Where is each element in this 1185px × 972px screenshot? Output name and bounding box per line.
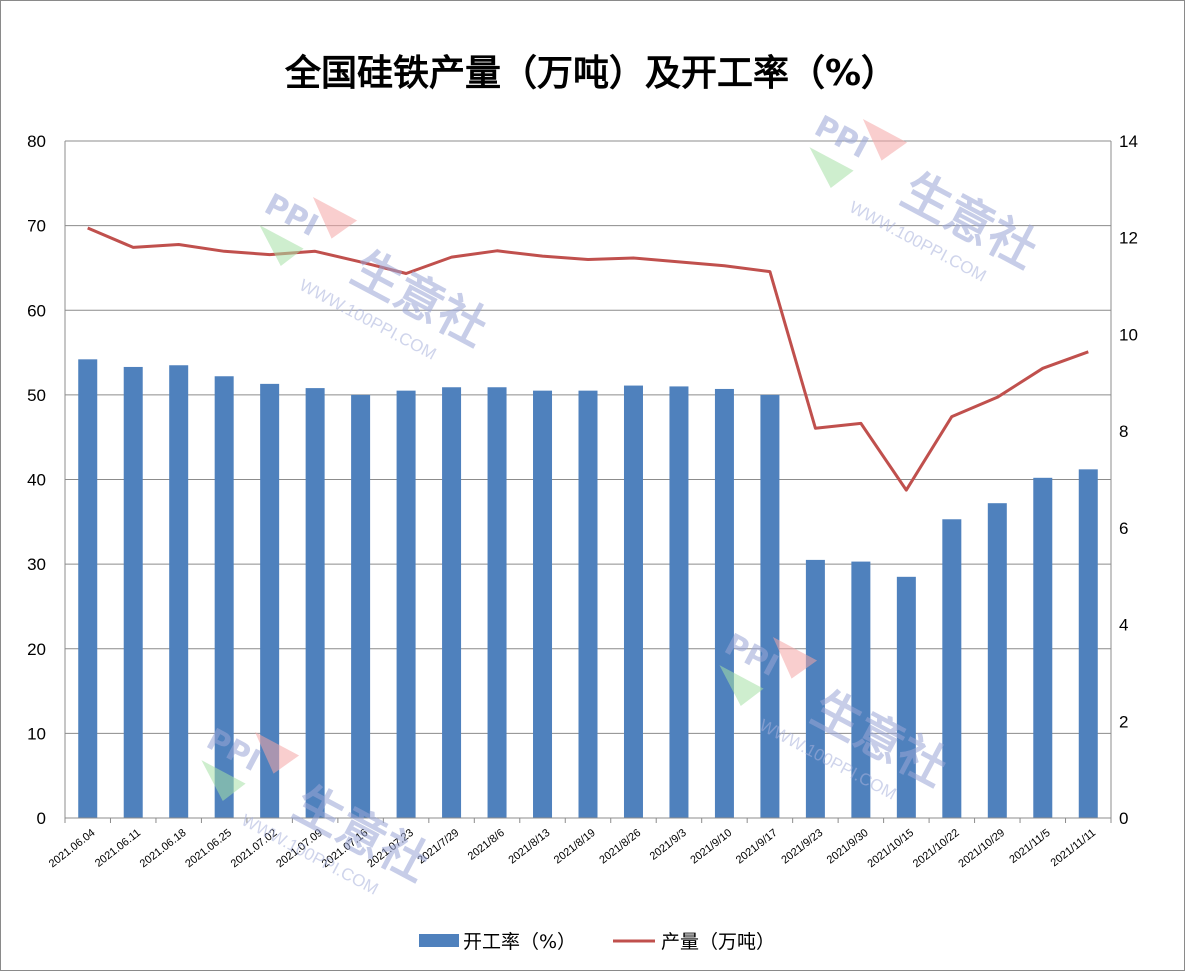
y-right-tick-label: 10 [1119, 325, 1138, 344]
bar [396, 390, 416, 818]
x-tick-label: 2021/10/15 [865, 827, 916, 870]
x-tick-label: 2021/9/3 [648, 827, 689, 863]
y-left-tick-label: 70 [27, 217, 46, 236]
watermark-logo-red [772, 636, 818, 679]
y-right-tick-label: 0 [1119, 809, 1128, 828]
watermark-logo-red [862, 118, 908, 161]
y-left-tick-label: 20 [27, 640, 46, 659]
x-tick-label: 2021/8/26 [597, 827, 643, 867]
y-right-tick-label: 2 [1119, 712, 1128, 731]
bar [123, 366, 143, 818]
x-tick-label: 2021/8/6 [466, 827, 507, 863]
x-tick-label: 2021.06.11 [93, 827, 143, 870]
x-tick-label: 2021.06.18 [138, 827, 189, 870]
production-line [87, 226, 1089, 492]
x-tick-label: 2021/9/30 [825, 827, 871, 867]
line-series [87, 226, 1089, 492]
y-right-tick-label: 8 [1119, 422, 1128, 441]
y-right-tick-label: 12 [1119, 229, 1138, 248]
watermark-logo-green [719, 665, 764, 706]
bar [714, 388, 734, 818]
bar [851, 561, 871, 818]
legend-bar-label: 开工率（%） [463, 931, 576, 953]
watermark-logo-green [201, 760, 246, 801]
watermark-logo-green [259, 225, 304, 266]
x-tick-label: 2021/10/29 [956, 827, 1007, 870]
x-tick-label: 2021/9/10 [688, 827, 734, 867]
bar [533, 390, 553, 818]
bar [78, 359, 98, 818]
axes [64, 141, 1112, 823]
bar [942, 519, 962, 818]
watermark-logo-green [809, 147, 854, 188]
bar [442, 387, 462, 818]
y-left-tick-label: 10 [27, 724, 46, 743]
bar [305, 388, 325, 818]
chart-title: 全国硅铁产量（万吨）及开工率（%） [284, 52, 897, 94]
bar-series [78, 359, 1098, 818]
bar [1033, 477, 1053, 818]
bar [987, 503, 1007, 818]
y-left-tick-label: 30 [27, 555, 46, 574]
watermark-logo-red [254, 731, 300, 774]
x-tick-label: 2021.06.04 [47, 827, 98, 870]
x-tick-label: 2021/11/5 [1007, 827, 1052, 866]
y-left-tick-label: 0 [37, 809, 46, 828]
bar [578, 390, 598, 818]
bar [623, 385, 643, 818]
x-tick-label: 2021/11/11 [1049, 827, 1098, 869]
bar [669, 386, 689, 818]
bar [896, 576, 916, 818]
y-right-tick-label: 6 [1119, 519, 1128, 538]
y-left-tick-label: 60 [27, 301, 46, 320]
x-tick-label: 2021/9/17 [734, 827, 780, 867]
legend-bar-swatch [419, 934, 459, 947]
x-tick-label: 2021/8/13 [506, 827, 552, 867]
y-left-tick-label: 80 [27, 132, 46, 151]
y-left-tick-label: 50 [27, 386, 46, 405]
bar [1078, 469, 1098, 818]
x-tick-label: 2021.06.25 [183, 827, 234, 870]
y-right-tick-label: 14 [1119, 132, 1138, 151]
bar [169, 365, 189, 818]
bar [260, 383, 280, 818]
x-tick-label: 2021/10/22 [911, 827, 962, 870]
y-right-tick-label: 4 [1119, 616, 1128, 635]
y-left-tick-label: 40 [27, 471, 46, 490]
bar [351, 394, 371, 818]
x-tick-label: 2021/9/23 [779, 827, 825, 867]
bar [214, 376, 234, 818]
x-tick-label: 2021/8/19 [552, 827, 598, 867]
legend: 开工率（%） 产量（万吨） [419, 931, 775, 953]
bar [487, 387, 507, 818]
bar [805, 559, 825, 818]
bar [760, 394, 780, 818]
legend-line-label: 产量（万吨） [661, 931, 775, 953]
watermark-logo-red [312, 196, 358, 239]
